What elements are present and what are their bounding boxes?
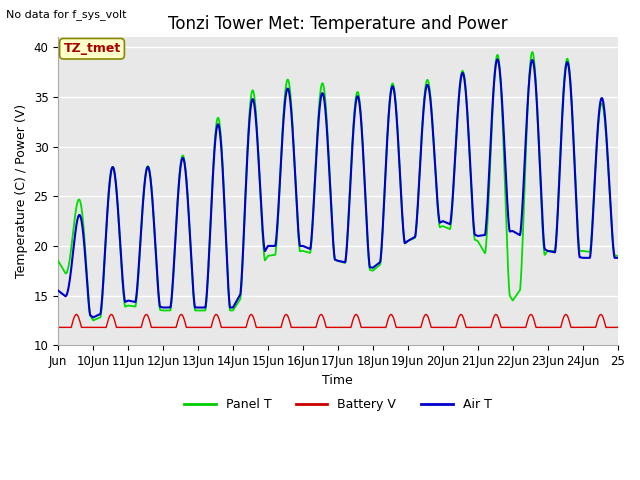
X-axis label: Time: Time [323, 373, 353, 386]
Y-axis label: Temperature (C) / Power (V): Temperature (C) / Power (V) [15, 104, 28, 278]
Title: Tonzi Tower Met: Temperature and Power: Tonzi Tower Met: Temperature and Power [168, 15, 508, 33]
Text: TZ_tmet: TZ_tmet [63, 42, 121, 55]
Text: No data for f_sys_volt: No data for f_sys_volt [6, 9, 127, 20]
Legend: Panel T, Battery V, Air T: Panel T, Battery V, Air T [179, 393, 497, 416]
